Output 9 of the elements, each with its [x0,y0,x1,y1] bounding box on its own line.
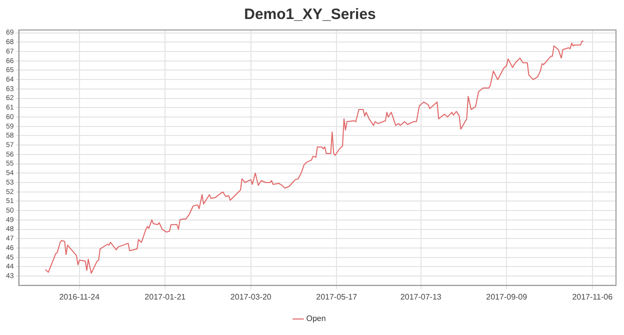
x-tick-label: 2017-09-09 [486,292,528,302]
x-tick-label: 2017-07-13 [400,292,442,302]
chart-title: Demo1_XY_Series [244,6,376,24]
x-tick-label: 2017-05-17 [316,292,358,302]
legend-label: Open [306,314,326,324]
x-tick-label: 2016-11-24 [59,292,100,302]
x-tick-label: 2017-11-06 [572,292,614,302]
x-tick-label: 2017-03-20 [230,292,272,302]
x-tick-label: 2017-01-21 [144,292,186,302]
